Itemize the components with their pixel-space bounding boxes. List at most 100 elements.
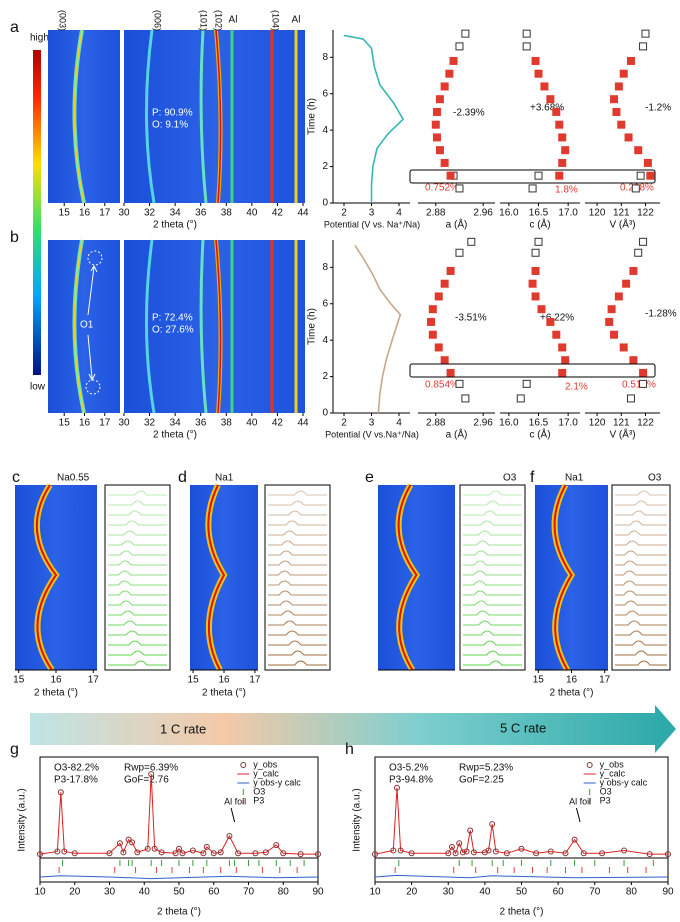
heatmap-feature <box>73 239 85 414</box>
rate-arrow <box>30 705 676 753</box>
legend-entry: O3 <box>253 786 265 796</box>
y-obs <box>646 851 653 858</box>
y-obs <box>467 827 474 834</box>
x-tick-label: 17 <box>99 418 111 429</box>
lattice-point <box>626 394 635 403</box>
lattice-point <box>617 120 626 129</box>
y-obs <box>203 843 210 850</box>
rate-end: 5 C rate <box>500 720 546 735</box>
y-obs <box>665 851 671 858</box>
heatmap-feature <box>35 484 58 671</box>
lattice-point <box>434 343 443 352</box>
fit-stat: GoF=2.76 <box>124 775 169 786</box>
lattice-point <box>626 56 635 65</box>
stacked-pattern <box>108 540 167 546</box>
y-obs <box>599 850 606 857</box>
x-tick-label: 60 <box>208 887 220 898</box>
x-label: 2 theta (°) <box>157 907 201 918</box>
stacked-pattern <box>268 640 327 646</box>
lattice-point <box>528 184 537 193</box>
stacked-pattern <box>463 510 522 516</box>
panel-label: e <box>365 469 374 486</box>
lattice-point <box>522 379 531 388</box>
y-obs <box>463 848 470 855</box>
heatmap-feature <box>199 29 208 204</box>
x-tick-label: 20 <box>69 887 81 898</box>
legend-entry: y_calc <box>253 768 279 778</box>
x-tick-label: 44 <box>297 418 309 429</box>
lattice-point <box>432 133 441 142</box>
peak-label: (104) <box>271 10 281 31</box>
x-tick-label: 122 <box>637 208 654 219</box>
stacked-pattern <box>268 490 327 496</box>
stacked-pattern <box>615 560 667 566</box>
lattice-point <box>531 56 540 65</box>
y-obs <box>262 849 269 856</box>
stacked-pattern <box>463 520 522 526</box>
x-tick-label: 40 <box>479 887 491 898</box>
heatmap-feature <box>73 29 85 204</box>
y-obs <box>315 851 321 858</box>
y-obs <box>144 845 151 852</box>
stacked-pattern <box>268 510 327 516</box>
y-obs <box>189 847 196 854</box>
y-obs <box>61 848 68 855</box>
y-obs <box>397 847 404 854</box>
y-obs <box>200 850 207 857</box>
x-tick-label: 16 <box>79 208 91 219</box>
lattice-point <box>612 107 621 116</box>
stacked-pattern <box>615 520 667 526</box>
y-obs <box>621 847 628 854</box>
stacked-pattern <box>615 590 667 596</box>
heatmap-feature <box>144 239 156 414</box>
y-obs <box>445 850 452 857</box>
y-obs <box>580 850 587 857</box>
stacked-pattern <box>463 660 522 666</box>
heatmap <box>124 240 305 413</box>
y-obs <box>393 784 400 791</box>
x-tick-label: 30 <box>443 887 455 898</box>
phase-label: O3 <box>503 473 517 484</box>
stacked-pattern <box>268 540 327 546</box>
change-label: +6.22% <box>540 313 574 324</box>
x-tick-label: 16 <box>218 675 230 686</box>
lattice-point <box>634 248 643 257</box>
x-tick-label: 15 <box>188 675 200 686</box>
phase-fraction: P: 90.9% <box>152 108 193 119</box>
heatmap <box>48 240 120 413</box>
panel-title: Na0.55 <box>57 473 90 484</box>
x-label: 2 theta (°) <box>34 688 78 699</box>
stacked-pattern <box>268 600 327 606</box>
x-tick-label: 2 <box>341 208 347 219</box>
y-tick-label: 6 <box>322 88 328 99</box>
range-label: 0.854% <box>425 380 459 391</box>
panel-title: Na1 <box>565 473 584 484</box>
x-tick-label: 38 <box>221 208 233 219</box>
stack-frame <box>104 484 171 671</box>
lattice-point <box>455 184 464 193</box>
lattice-point <box>446 266 455 275</box>
y-obs <box>408 850 415 857</box>
highlight-box <box>409 169 656 184</box>
y-label: Time (h) <box>307 98 318 135</box>
lattice-point <box>546 317 555 326</box>
y-obs <box>134 849 141 856</box>
lattice-point <box>461 394 470 403</box>
potential-curve <box>354 245 402 414</box>
y-obs <box>54 848 61 855</box>
x-label: Potential (V vs. Na⁺/Na) <box>324 219 420 229</box>
peak-label: (101) <box>199 10 209 31</box>
x-tick-label: 16.0 <box>499 418 519 429</box>
x-tick-label: 34 <box>170 208 182 219</box>
lattice-point <box>428 305 437 314</box>
stacked-pattern <box>615 490 667 496</box>
x-tick-label: 10 <box>369 887 381 898</box>
x-tick-label: 121 <box>613 418 630 429</box>
lattice-point <box>446 368 455 377</box>
x-tick-label: 70 <box>589 887 601 898</box>
y-obs <box>489 821 496 828</box>
lattice-point <box>605 317 614 326</box>
y-obs <box>179 850 186 857</box>
x-tick-label: 32 <box>144 418 156 429</box>
